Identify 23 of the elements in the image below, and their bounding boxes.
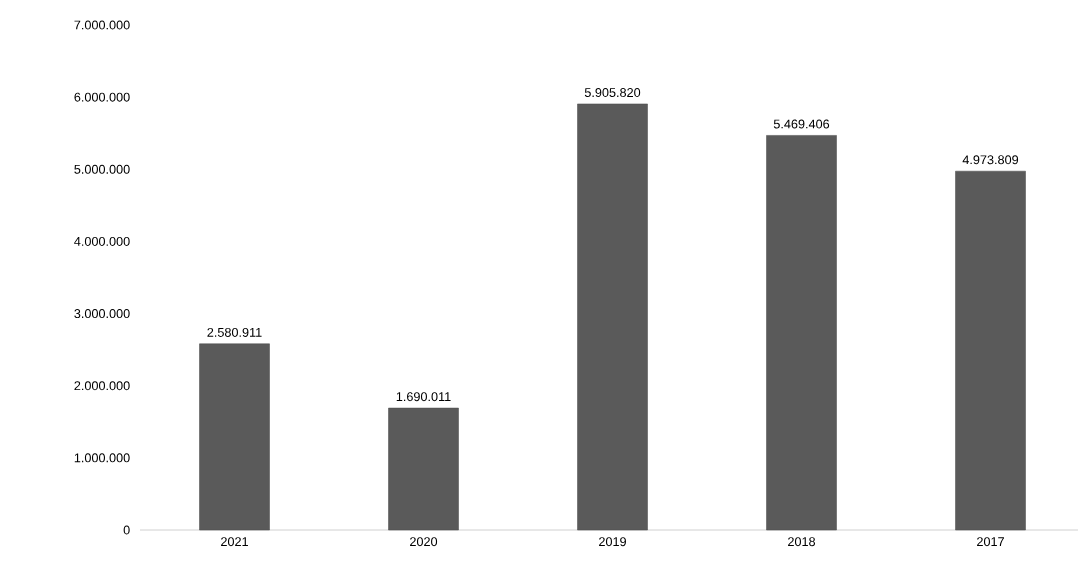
y-tick-label: 4.000.000	[74, 236, 130, 246]
y-tick-label: 0	[123, 525, 130, 535]
y-tick-label: 7.000.000	[74, 20, 130, 30]
bar	[766, 135, 837, 531]
data-label: 4.973.809	[962, 155, 1019, 165]
bar	[577, 103, 648, 531]
x-tick-label: 2020	[410, 537, 438, 547]
y-tick-label: 5.000.000	[74, 164, 130, 174]
data-label: 2.580.911	[207, 327, 262, 337]
x-tick-label: 2018	[788, 537, 816, 547]
bar	[199, 343, 270, 531]
y-tick-label: 3.000.000	[74, 309, 130, 319]
data-label: 5.469.406	[773, 119, 830, 129]
data-label: 5.905.820	[584, 88, 641, 98]
data-label: 1.690.011	[396, 392, 451, 402]
y-tick-label: 2.000.000	[74, 381, 130, 391]
y-tick-label: 6.000.000	[74, 92, 130, 102]
bar	[955, 170, 1026, 531]
bar	[388, 407, 459, 531]
x-tick-label: 2021	[221, 537, 248, 547]
x-tick-label: 2019	[599, 537, 626, 547]
x-tick-label: 2017	[977, 537, 1004, 547]
y-tick-label: 1.000.000	[74, 453, 130, 463]
